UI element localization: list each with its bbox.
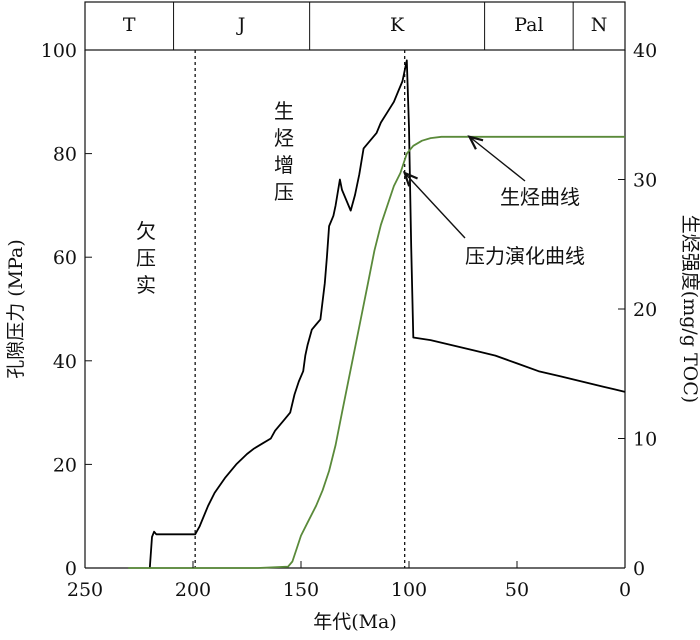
period-band-frame	[84, 1, 626, 51]
series-line-pressure	[148, 59, 626, 569]
annotation-arrow-head	[402, 171, 418, 187]
annotation-hydrocarbon-curve: 生烃曲线	[500, 185, 580, 209]
series-layer	[128, 59, 626, 569]
annotation-generation-pressure-char: 压	[274, 180, 294, 204]
annotation-arrow-line	[469, 136, 526, 182]
annotation-undercompaction-char: 实	[136, 273, 156, 297]
axes: 250 200 150 100 50 0020406080100010203040年代(M…	[5, 40, 700, 633]
y-left-tick-label: 40	[53, 351, 77, 373]
annotation-generation-pressure-char: 生	[274, 99, 294, 123]
y-left-tick-label: 0	[65, 558, 77, 580]
y-left-tick-label: 20	[53, 454, 77, 476]
annotation-arrow-line	[404, 172, 466, 239]
plot-frame	[84, 50, 626, 569]
period-label: J	[236, 14, 246, 36]
x-tick-label: 250	[67, 579, 103, 601]
y-right-axis-title: 生烃强度(mg/g TOC)	[679, 215, 700, 403]
x-tick-label: 100	[391, 579, 427, 601]
x-tick-label: 0	[619, 579, 631, 601]
x-axis-title: 年代(Ma)	[313, 611, 397, 633]
annotation-arrow-head	[467, 135, 484, 150]
y-right-tick-label: 0	[633, 558, 645, 580]
period-label: N	[591, 14, 608, 36]
geologic-period-band: T J K Pal N	[84, 1, 626, 51]
annotation-undercompaction-char: 压	[136, 246, 156, 270]
y-right-tick-label: 10	[633, 429, 657, 451]
x-tick-label: 200	[175, 579, 211, 601]
annotation-generation-pressure-char: 增	[274, 153, 294, 177]
y-left-tick-label: 60	[53, 247, 77, 269]
x-tick-label: 150	[283, 579, 319, 601]
y-left-tick-label: 100	[41, 40, 77, 62]
reference-lines	[194, 50, 406, 568]
y-left-tick-label: 80	[53, 144, 77, 166]
x-tick-label: 50	[505, 579, 529, 601]
y-right-tick-label: 30	[633, 170, 657, 192]
y-left-axis-title: 孔隙压力 (MPa)	[5, 239, 27, 379]
annotation-undercompaction-char: 欠	[136, 219, 156, 243]
annotation-pressure-curve: 压力演化曲线	[465, 244, 585, 268]
series-line-hydrocarbon	[128, 135, 625, 569]
y-right-tick-label: 20	[633, 299, 657, 321]
annotation-generation-pressure-char: 烃	[274, 126, 294, 150]
period-label: T	[123, 14, 136, 36]
y-right-tick-label: 40	[633, 40, 657, 62]
period-label: K	[390, 14, 405, 36]
period-label: Pal	[514, 14, 543, 36]
